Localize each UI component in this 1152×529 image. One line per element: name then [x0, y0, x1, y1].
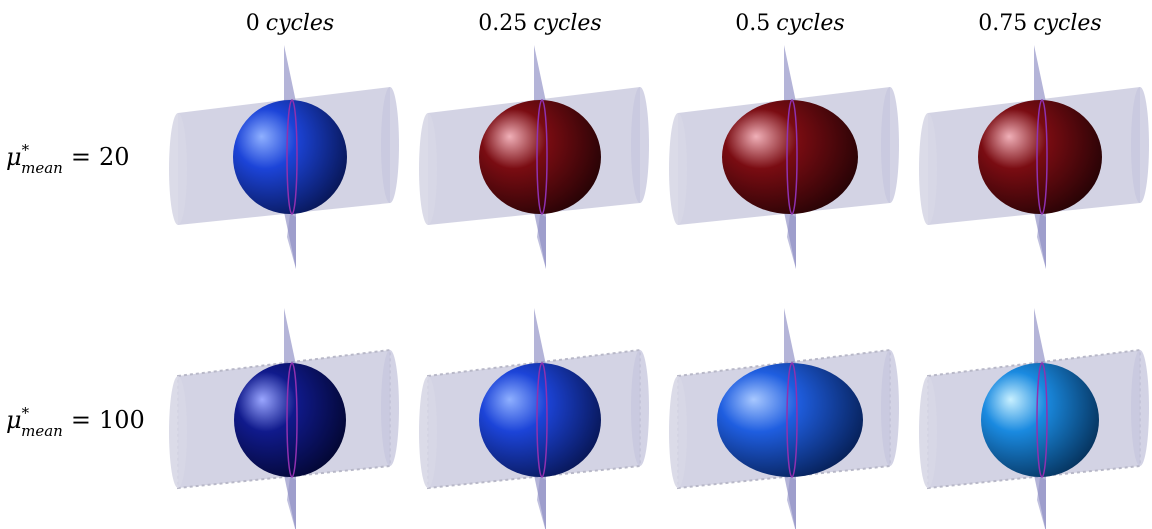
column-value: 0.5 — [735, 11, 770, 36]
droplet — [479, 100, 601, 214]
render-panel — [669, 308, 899, 529]
row-relation: = — [71, 406, 91, 434]
droplet — [978, 100, 1102, 214]
column-unit: cycles — [266, 11, 334, 36]
cylinder-end — [419, 376, 437, 488]
row-label: μ*mean = 100 — [6, 404, 145, 440]
row-label: μ*mean = 20 — [6, 141, 129, 177]
render-panel — [919, 45, 1149, 269]
cylinder-end — [419, 113, 437, 225]
droplet — [234, 363, 346, 477]
cylinder-end — [169, 376, 187, 488]
render-panel — [169, 308, 399, 529]
cylinder-end — [631, 87, 649, 203]
column-unit: cycles — [776, 11, 844, 36]
column-value: 0.75 — [978, 11, 1027, 36]
row-value: 100 — [99, 406, 145, 434]
row-symbol: μ — [6, 143, 22, 171]
cylinder-end — [919, 376, 937, 488]
cylinder-end — [669, 376, 687, 488]
column-value: 0 — [246, 11, 260, 36]
row-sup: * — [22, 404, 30, 422]
cylinder-end — [381, 87, 399, 203]
column-unit: cycles — [1033, 11, 1101, 36]
cylinder-end — [669, 113, 687, 225]
cylinder-end — [631, 350, 649, 466]
render-panel — [169, 45, 399, 269]
cylinder-end — [169, 113, 187, 225]
cylinder-end — [881, 87, 899, 203]
row-sup: * — [22, 141, 30, 159]
cylinder-end — [919, 113, 937, 225]
row-sub: mean — [21, 159, 63, 177]
column-value: 0.25 — [478, 11, 527, 36]
droplet — [233, 100, 347, 214]
cylinder-end — [381, 350, 399, 466]
droplet — [717, 363, 863, 477]
droplet — [479, 363, 601, 477]
droplet — [981, 363, 1099, 477]
cylinder-end — [881, 350, 899, 466]
row-sub: mean — [21, 422, 63, 440]
droplet — [722, 100, 858, 214]
cylinder-end — [1131, 350, 1149, 466]
column-unit: cycles — [533, 11, 601, 36]
cylinder-end — [1131, 87, 1149, 203]
figure: 0cycles0.25cycles0.5cycles0.75cyclesμ*me… — [0, 0, 1152, 529]
render-panel — [919, 308, 1149, 529]
row-value: 20 — [99, 143, 130, 171]
row-relation: = — [71, 143, 91, 171]
render-panel — [669, 45, 899, 269]
row-symbol: μ — [6, 406, 22, 434]
render-panel — [419, 45, 649, 269]
render-panel — [419, 308, 649, 529]
